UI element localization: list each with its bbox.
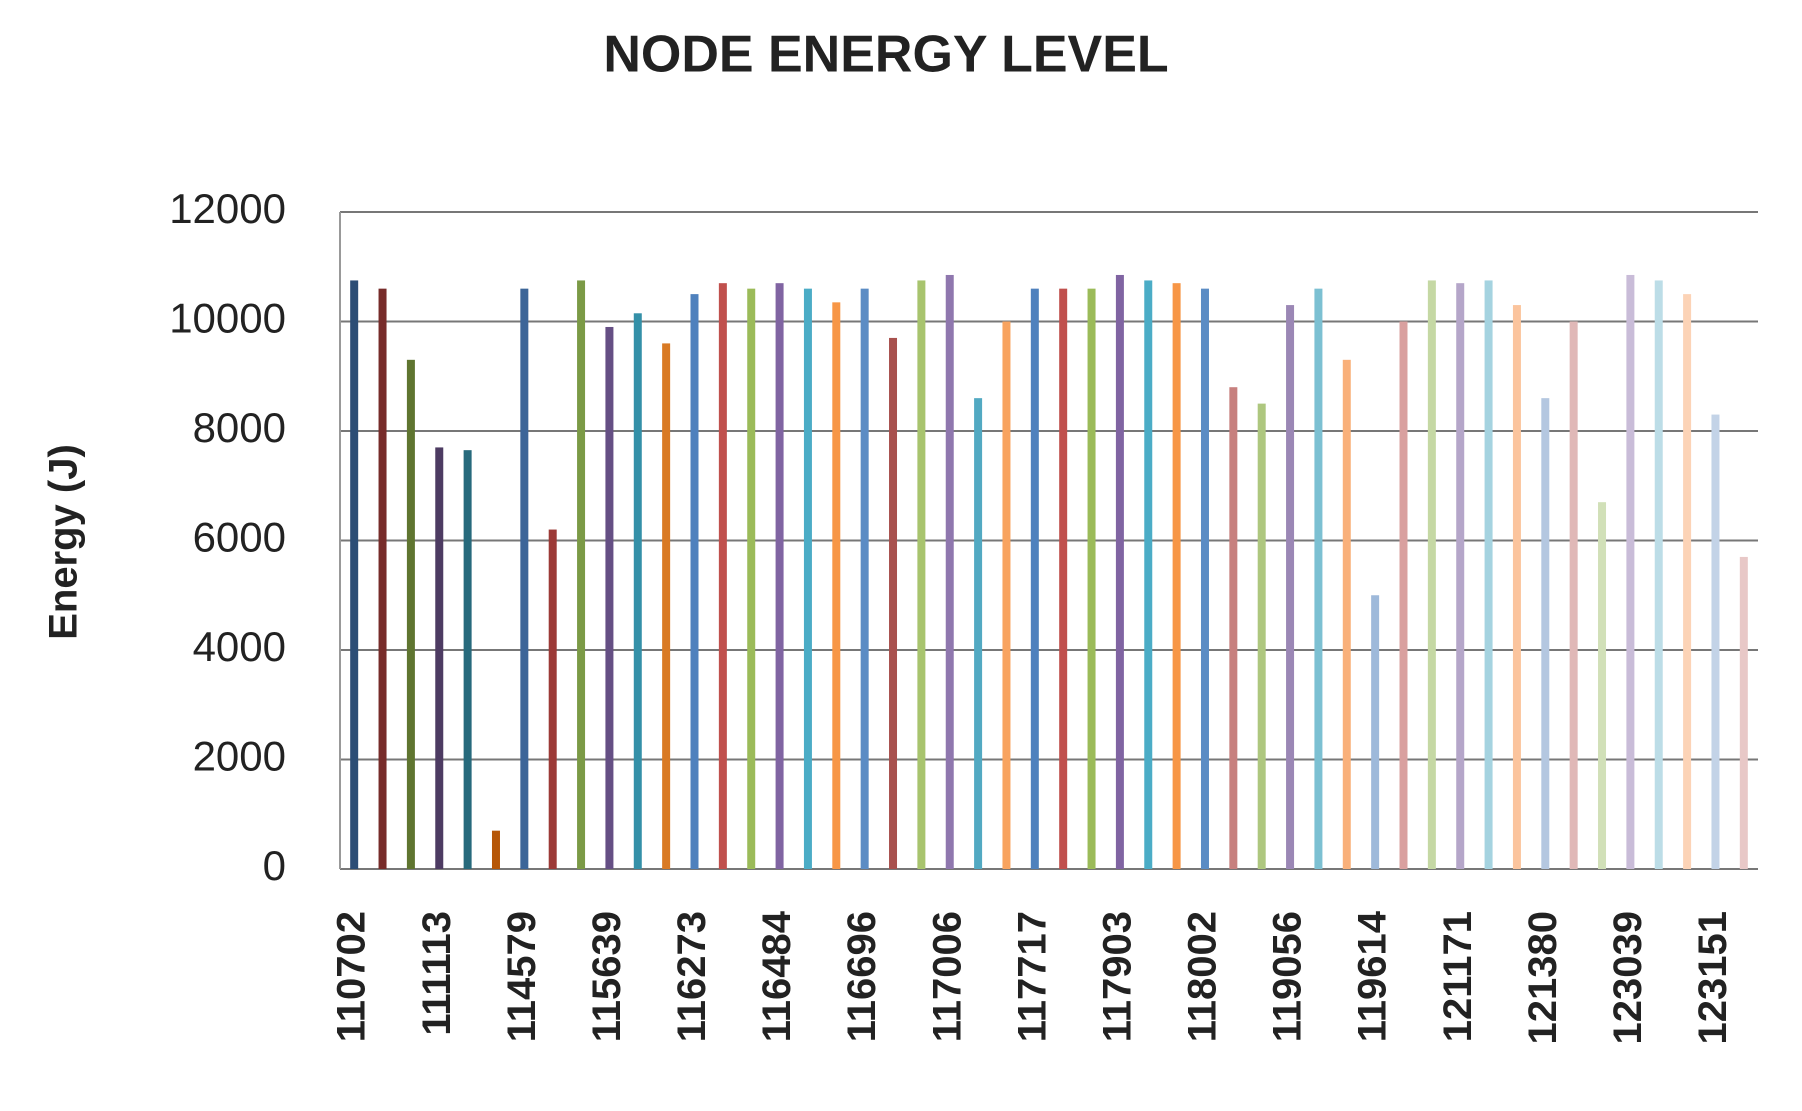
y-tick-label: 0 bbox=[263, 842, 286, 889]
bar bbox=[1654, 280, 1663, 869]
x-tick-label: 116696 bbox=[840, 911, 884, 1042]
chart-title: NODE ENERGY LEVEL bbox=[603, 26, 1168, 84]
y-tick-label: 6000 bbox=[193, 514, 286, 561]
bar bbox=[1371, 595, 1380, 869]
x-tick-label: 114579 bbox=[500, 911, 544, 1042]
x-tick-label: 110702 bbox=[330, 911, 374, 1042]
x-tick-label: 121380 bbox=[1521, 911, 1565, 1044]
x-tick-label: 117717 bbox=[1010, 911, 1054, 1042]
bar bbox=[1172, 283, 1181, 869]
bar bbox=[974, 398, 983, 869]
bar bbox=[577, 280, 586, 869]
bar bbox=[718, 283, 727, 869]
x-tick-label: 118002 bbox=[1181, 911, 1225, 1042]
bar bbox=[832, 302, 841, 869]
bar bbox=[1569, 321, 1578, 869]
bar bbox=[1342, 359, 1351, 869]
y-tick-label: 2000 bbox=[193, 733, 286, 780]
bar bbox=[350, 280, 359, 869]
bar bbox=[889, 337, 898, 869]
bar bbox=[1002, 321, 1011, 869]
bar bbox=[633, 313, 642, 870]
bar bbox=[1484, 280, 1493, 869]
bar bbox=[747, 288, 756, 869]
x-tick-label: 123039 bbox=[1606, 911, 1650, 1044]
x-tick-label: 123151 bbox=[1691, 911, 1735, 1044]
bar bbox=[463, 450, 472, 869]
bar bbox=[548, 529, 557, 869]
bar bbox=[605, 326, 614, 870]
bar bbox=[406, 359, 415, 869]
x-tick-label: 119056 bbox=[1266, 911, 1310, 1042]
bar bbox=[1399, 321, 1408, 869]
bar bbox=[1257, 403, 1266, 869]
bar bbox=[775, 283, 784, 869]
bar bbox=[1711, 414, 1720, 869]
bar bbox=[1314, 288, 1323, 869]
bar bbox=[1229, 387, 1238, 869]
bar bbox=[690, 294, 699, 869]
bar bbox=[1200, 288, 1209, 869]
bar bbox=[520, 288, 529, 869]
x-tick-label: 117903 bbox=[1095, 911, 1139, 1042]
y-axis-title: Energy (J) bbox=[42, 444, 86, 640]
x-tick-label: 116273 bbox=[670, 911, 714, 1042]
bar bbox=[435, 447, 444, 869]
x-tick-label: 119614 bbox=[1351, 910, 1395, 1042]
bar bbox=[1059, 288, 1068, 869]
bar bbox=[378, 288, 387, 869]
bar bbox=[1087, 288, 1096, 869]
bar bbox=[1739, 556, 1748, 869]
bar bbox=[803, 288, 812, 869]
bar bbox=[1144, 280, 1153, 869]
x-tick-label: 117006 bbox=[925, 911, 969, 1042]
bar bbox=[1598, 502, 1607, 869]
x-tick-label: 115639 bbox=[585, 911, 629, 1042]
bar bbox=[1427, 280, 1436, 869]
bar bbox=[1512, 305, 1521, 869]
bar bbox=[1286, 305, 1295, 869]
bar bbox=[1115, 274, 1124, 869]
bar bbox=[491, 830, 500, 869]
y-tick-label: 10000 bbox=[169, 295, 286, 342]
bar bbox=[1541, 398, 1550, 869]
bar bbox=[945, 274, 954, 869]
y-tick-label: 4000 bbox=[193, 623, 286, 670]
bar bbox=[1030, 288, 1039, 869]
bar bbox=[1456, 283, 1465, 869]
bar bbox=[917, 280, 926, 869]
bar bbox=[860, 288, 869, 869]
y-tick-label: 8000 bbox=[193, 404, 286, 451]
x-tick-label: 116484 bbox=[755, 910, 799, 1042]
y-tick-label: 12000 bbox=[169, 185, 286, 232]
x-tick-label: 111113 bbox=[415, 911, 459, 1036]
bar bbox=[662, 343, 671, 869]
bar bbox=[1626, 274, 1635, 869]
x-tick-label: 121171 bbox=[1436, 911, 1480, 1042]
bar bbox=[1683, 294, 1692, 869]
